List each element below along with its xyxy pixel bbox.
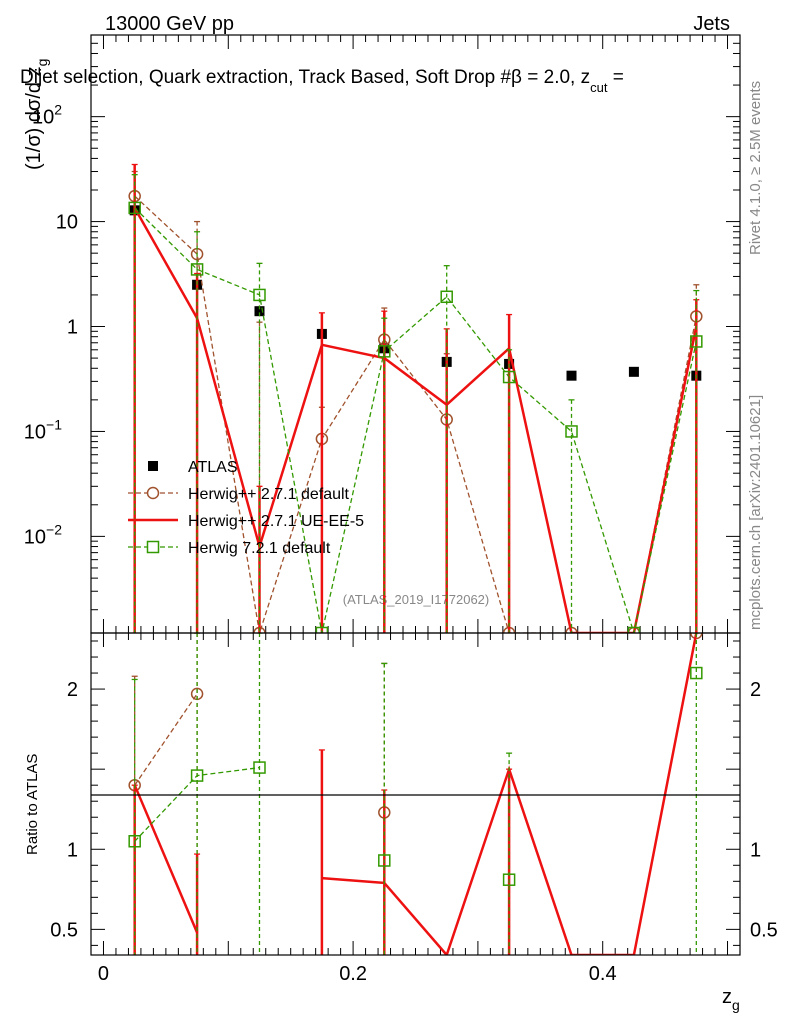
legend: ATLAS Herwig++ 2.7.1 default Herwig++ 2.7.… (128, 459, 364, 557)
main-y-tick-label: 1 (67, 317, 78, 339)
x-tick-label: 0.4 (589, 963, 617, 985)
ratio-y-tick-label-right: 2 (750, 679, 761, 701)
legend-item-herwig-2-7-1-default: Herwig++ 2.7.1 default (128, 486, 350, 503)
ratio-y-tick-label-right: 0.5 (750, 919, 778, 941)
plot-title: Dijet selection, Quark extraction, Track… (20, 67, 624, 95)
plot-title-end: = (607, 67, 623, 88)
rivet-version-label: Rivet 4.1.0, ≥ 2.5M events (747, 81, 764, 255)
herwig-7-2-1-default-ratio-marker (502, 873, 516, 886)
x-ticks: 0 0.2 0.4 (98, 35, 729, 985)
main-y-tick-label-exp: 2 (54, 102, 62, 118)
mcplots-label: mcplots.cern.ch [arXiv:2401.10621] (747, 395, 764, 630)
ratio-y-tick-label-right: 1 (750, 839, 761, 861)
main-y-tick-label-base: 1 (67, 317, 78, 339)
herwig-7-2-1-default-ratio-marker (128, 835, 141, 848)
herwig-7-2-1-default-ratio (128, 633, 703, 955)
legend-item-herwig-2-7-1-default-marker (146, 486, 160, 500)
main-y-tick-label: 102 (32, 102, 62, 129)
herwig-7-2-1-default-main-marker (502, 370, 516, 384)
main-y-tick-label: 10 (56, 212, 78, 234)
main-y-tick-label-base: 10 (24, 526, 46, 548)
legend-item-atlas: ATLAS (148, 459, 238, 476)
x-axis-label: zg (722, 986, 740, 1013)
herwig-2-7-1-ue-ee-5-main-line (133, 207, 698, 633)
main-y-tick-label-base: 10 (24, 421, 46, 443)
herwig-7-2-1-default-main-marker (315, 626, 329, 633)
y-axis-label-main: (1/σ) dσ/d zg (23, 59, 50, 170)
main-y-tick-label-exp: −1 (46, 416, 62, 432)
ratio-y-tick-label-left: 1 (67, 839, 78, 861)
x-tick-label: 0.2 (339, 963, 367, 985)
legend-item-herwig-2-7-1-ue-ee-5-label: Herwig++ 2.7.1 UE-EE-5 (188, 513, 364, 530)
ratio-y-tick-label-left: 0.5 (50, 919, 78, 941)
y-axis-label-main-sub: g (34, 59, 50, 67)
energy-label: 13000 GeV pp (105, 13, 234, 35)
plot-title-sub: cut (590, 80, 608, 95)
herwig-7-2-1-default-ratio-marker (253, 761, 266, 774)
category-label: Jets (693, 13, 730, 35)
herwig-7-2-1-default-main-marker (627, 626, 641, 633)
x-axis-label-text: z (722, 986, 732, 1008)
legend-item-herwig-7-2-1-default-label: Herwig 7.2.1 default (188, 540, 331, 557)
ratio-y-ticks: 2 2 1 1 0.5 0.5 (50, 640, 778, 946)
atlas-marker (566, 370, 577, 381)
legend-item-herwig-2-7-1-default-label: Herwig++ 2.7.1 default (188, 486, 350, 503)
herwig-7-2-1-default-main (128, 174, 703, 633)
main-y-tick-label: 10−1 (24, 416, 62, 443)
atlas-marker (254, 306, 265, 317)
herwig-2-7-1-ue-ee-5-ratio (131, 633, 698, 955)
main-y-tick-label-base: 10 (56, 212, 78, 234)
main-y-tick-label-base: 10 (32, 107, 54, 129)
legend-item-herwig-2-7-1-ue-ee-5: Herwig++ 2.7.1 UE-EE-5 (128, 513, 364, 530)
legend-item-herwig-7-2-1-default: Herwig 7.2.1 default (128, 540, 331, 557)
main-y-tick-label-exp: −2 (46, 521, 62, 537)
y-axis-label-ratio: Ratio to ATLAS (24, 754, 41, 855)
ratio-series (128, 633, 703, 955)
plot-title-main: Dijet selection, Quark extraction, Track… (20, 67, 590, 88)
herwig-7-2-1-default-main-marker (440, 290, 453, 304)
y-axis-label-main-text: (1/σ) dσ/d z (23, 66, 45, 170)
ratio-panel-frame (90, 632, 741, 956)
herwig-7-2-1-default-main-marker (690, 335, 703, 348)
herwig-2-7-1-ue-ee-5-main (131, 163, 700, 633)
herwig-7-2-1-default-ratio-marker (190, 769, 204, 782)
herwig-2-7-1-ue-ee-5-ratio-line (133, 784, 199, 934)
herwig-7-2-1-default-ratio-marker (378, 854, 391, 867)
herwig-7-2-1-default-main-marker (190, 263, 204, 276)
legend-item-herwig-7-2-1-default-marker (146, 540, 160, 554)
ratio-y-tick-label-left: 2 (67, 679, 78, 701)
x-axis-label-sub: g (732, 997, 740, 1013)
legend-item-atlas-marker (148, 461, 158, 471)
main-y-tick-label: 10−2 (24, 521, 62, 548)
main-series (128, 163, 703, 633)
atlas-marker (628, 366, 639, 377)
herwig-7-2-1-default-main-marker (253, 288, 266, 302)
analysis-tag: (ATLAS_2019_I1772062) (343, 592, 489, 607)
herwig-7-2-1-default-main-marker (565, 425, 578, 438)
herwig-7-2-1-default-main-line (134, 207, 697, 633)
herwig-2-7-1-default-main (128, 170, 703, 633)
herwig-2-7-1-default-main-line (134, 195, 697, 633)
herwig-7-2-1-default-main-marker (128, 201, 141, 215)
herwig-7-2-1-default-main-marker (378, 345, 391, 358)
legend-item-atlas-label: ATLAS (188, 459, 238, 476)
herwig-2-7-1-default-ratio (128, 633, 703, 955)
herwig-7-2-1-default-ratio-marker (690, 666, 703, 680)
herwig-2-7-1-default-ratio-line (134, 693, 198, 786)
x-tick-label: 0 (98, 963, 109, 985)
atlas-main (129, 205, 702, 381)
